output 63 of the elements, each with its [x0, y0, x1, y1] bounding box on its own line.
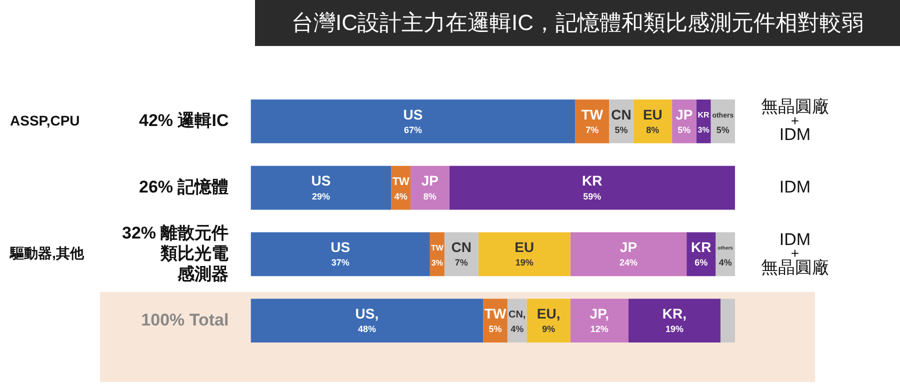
bar [250, 166, 392, 210]
data-label: JP, 12% [590, 305, 610, 334]
data-label: 67% [404, 124, 422, 135]
bar [250, 99, 576, 144]
bar [720, 298, 735, 343]
data-label: 37% [331, 258, 350, 268]
text: EU [514, 239, 534, 256]
bar [570, 232, 687, 276]
series-label: TW [430, 243, 444, 252]
y-tick-label: 32% 離散元件類比光電感測器 [122, 223, 229, 284]
bar [478, 232, 570, 276]
data-label: CN, 4% [508, 309, 526, 334]
text: TW [392, 176, 410, 188]
data-label: 3% [698, 126, 710, 135]
y-tick-label: 42% 邏輯IC [139, 111, 229, 130]
bar [250, 298, 484, 343]
text: KR [582, 172, 602, 189]
data-label: 8% [423, 191, 436, 202]
bar [628, 298, 720, 343]
text: CN [451, 239, 472, 256]
bar [410, 166, 450, 210]
text: US [330, 239, 350, 256]
text: TW [484, 305, 506, 322]
data-label: KR, 19% [662, 305, 687, 334]
bar [449, 166, 735, 210]
series-label: US [403, 106, 423, 122]
series-label: JP [676, 106, 693, 122]
series-label: KR [698, 110, 710, 120]
y-tick-label: 100% Total [141, 310, 229, 330]
data-label: 4% [394, 191, 408, 202]
text: 驅動器,其他 [9, 245, 85, 262]
bar [250, 232, 430, 276]
data-label: 4% [718, 258, 732, 268]
data-label: 19% [515, 258, 534, 268]
data-label: 5% [614, 124, 628, 135]
data-label: US, 48% [355, 305, 379, 334]
bar [570, 298, 628, 343]
data-label: 59% [583, 191, 602, 202]
data-label: 7% [586, 124, 599, 135]
text: JP [421, 172, 438, 189]
y-tick-label: 26% 記憶體 [139, 177, 229, 196]
data-label: 29% [312, 191, 330, 202]
text: JP [620, 239, 638, 256]
data-label: 5% [678, 124, 691, 135]
chart-title: 台灣IC設計主力在邏輯IC，記憶體和類比感測元件相對較弱 [255, 0, 900, 46]
series-label: CN [611, 106, 632, 122]
data-label: 3% [431, 258, 443, 268]
text: 無晶圓廠 + IDM [761, 97, 829, 144]
data-label: 6% [694, 258, 708, 268]
text: ASSP,CPU [10, 112, 80, 128]
data-label: 5% [488, 324, 502, 334]
text: IDM + 無晶圓廠 [761, 230, 829, 277]
data-label: 5% [716, 124, 730, 135]
text: IDM [779, 177, 811, 196]
bar [526, 298, 570, 343]
data-label: EU, 9% [536, 305, 560, 334]
data-label: 8% [646, 124, 660, 135]
text: TW [581, 106, 604, 122]
text: US [311, 172, 331, 189]
series-label: EU [642, 106, 662, 122]
data-label: 7% [454, 258, 468, 268]
data-label: 24% [619, 258, 638, 268]
text: KR [690, 239, 712, 256]
